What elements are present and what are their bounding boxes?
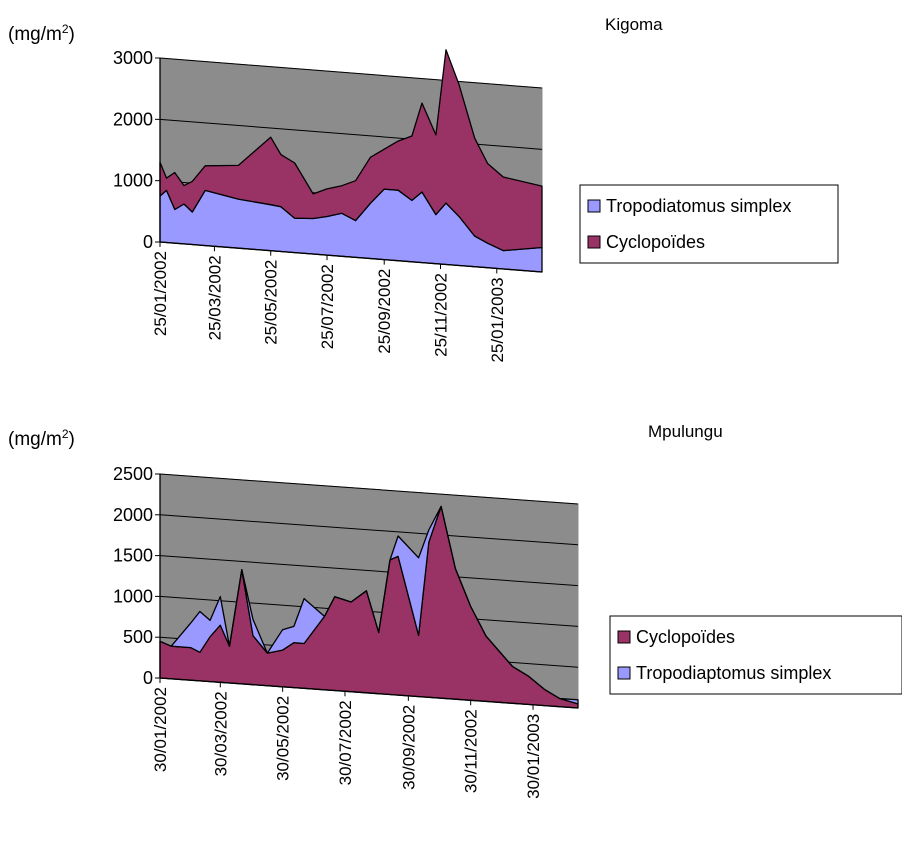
gridline bbox=[159, 514, 579, 546]
x-tick-label: 25/11/2002 bbox=[432, 273, 451, 357]
x-tick-label: 25/01/2003 bbox=[488, 277, 507, 362]
gridline bbox=[159, 57, 543, 89]
y-axis-label: (mg/m2) bbox=[8, 22, 75, 45]
area-series-1 bbox=[159, 505, 579, 705]
y-tick-label: 2000 bbox=[113, 505, 153, 525]
gridline bbox=[159, 473, 579, 505]
x-tick-label: 30/03/2002 bbox=[211, 691, 230, 776]
x-tick-label: 25/05/2002 bbox=[262, 260, 281, 345]
y-tick-label: 0 bbox=[143, 668, 153, 688]
y-tick-label: 2500 bbox=[113, 464, 153, 484]
chart-title: Mpulungu bbox=[648, 422, 723, 441]
x-tick-label: 25/03/2002 bbox=[205, 255, 224, 340]
x-tick-label: 25/09/2002 bbox=[375, 269, 394, 354]
legend-label: Tropodiatomus simplex bbox=[606, 196, 791, 216]
x-tick-label: 30/11/2002 bbox=[462, 709, 481, 793]
x-tick-label: 30/01/2002 bbox=[151, 687, 170, 772]
y-tick-label: 1000 bbox=[113, 171, 153, 191]
x-axis bbox=[159, 677, 579, 709]
area-series-1 bbox=[159, 49, 543, 252]
x-tick-label: 25/01/2002 bbox=[151, 251, 170, 336]
legend-swatch bbox=[617, 666, 631, 680]
chart-1: 0 500 1000 1500 2000 2500 30/01/2002 30/03/2002… bbox=[8, 422, 902, 799]
legend-box bbox=[609, 615, 902, 695]
legend-label: Cyclopoïdes bbox=[636, 627, 735, 647]
x-tick-label: 30/01/2003 bbox=[524, 714, 543, 799]
y-axis-label: (mg/m2) bbox=[8, 427, 75, 450]
y-tick-label: 1000 bbox=[113, 586, 153, 606]
legend-swatch bbox=[587, 235, 601, 249]
legend-label: Cyclopoïdes bbox=[606, 232, 705, 252]
x-tick-label: 30/05/2002 bbox=[274, 696, 293, 781]
x-tick-label: 30/09/2002 bbox=[399, 705, 418, 790]
legend-swatch bbox=[587, 199, 601, 213]
chart-title: Kigoma bbox=[605, 15, 663, 34]
legend-swatch bbox=[617, 630, 631, 644]
y-tick-label: 500 bbox=[123, 627, 153, 647]
y-tick-label: 3000 bbox=[113, 48, 153, 68]
x-axis bbox=[159, 241, 543, 273]
gridline bbox=[159, 555, 579, 587]
y-tick-label: 1500 bbox=[113, 546, 153, 566]
chart-0: 0 1000 2000 3000 25/01/2002 25/03/2002 25/05/2… bbox=[8, 15, 839, 363]
legend-label: Tropodiaptomus simplex bbox=[636, 663, 831, 683]
x-tick-label: 30/07/2002 bbox=[336, 700, 355, 785]
y-tick-label: 0 bbox=[143, 232, 153, 252]
x-tick-label: 25/07/2002 bbox=[318, 264, 337, 349]
legend-box bbox=[579, 184, 839, 264]
y-tick-label: 2000 bbox=[113, 109, 153, 129]
